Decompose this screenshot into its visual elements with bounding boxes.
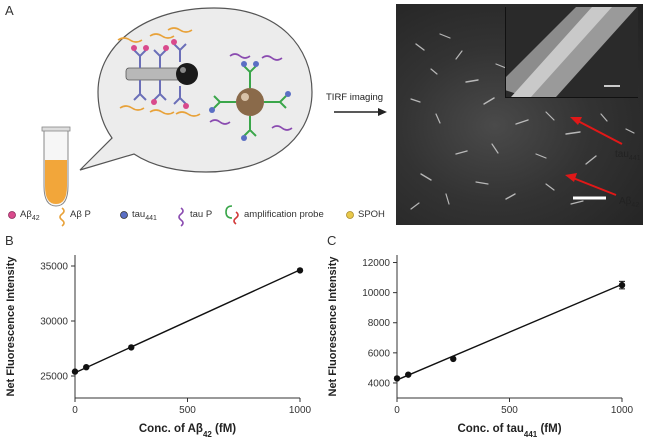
panel-label-c: C — [327, 233, 337, 248]
x-axis-label-unit: (fM) — [537, 423, 561, 435]
tau-arrow-icon — [570, 117, 623, 145]
x-tick-label: 500 — [501, 405, 518, 416]
data-point — [405, 371, 412, 378]
fiber-streaks — [410, 33, 635, 210]
orange-probe-icon — [59, 207, 65, 227]
data-point — [128, 344, 135, 351]
x-axis-label-unit: (fM) — [212, 423, 236, 435]
fit-line — [74, 269, 301, 374]
y-tick-label: 25000 — [40, 372, 68, 383]
sample-tube-icon — [41, 126, 71, 207]
x-axis-label-main: Conc. of tau — [457, 423, 523, 435]
tirf-annotations — [565, 117, 623, 200]
y-tick-label: 30000 — [40, 317, 68, 328]
y-tick-label: 12000 — [362, 258, 390, 269]
x-tick-label: 500 — [179, 405, 196, 416]
legend-item-tau: tau441 — [132, 209, 157, 222]
x-axis-label-main: Conc. of Aβ — [139, 423, 203, 435]
data-point — [71, 368, 79, 375]
y-axis-label: Net Fluorescence Intensity — [5, 256, 17, 397]
data-point — [393, 375, 401, 382]
y-tick-label: 4000 — [368, 378, 391, 389]
legend-item-spoh: SPOH — [358, 209, 385, 220]
green-red-probe-icon — [225, 205, 239, 225]
y-tick-label: 10000 — [362, 288, 390, 299]
x-axis-label: Conc. of Aβ42 (fM) — [139, 423, 236, 439]
y-tick-label: 35000 — [40, 262, 68, 273]
x-axis-label-sub: 42 — [203, 430, 212, 439]
data-point — [450, 355, 457, 363]
y-tick-label: 6000 — [368, 348, 391, 359]
blue-dot-icon — [120, 211, 128, 219]
gold-nanoparticle-icon — [209, 53, 293, 141]
chart-c: 4000 6000 8000 10000 12000 0 500 1000 Net Fluore… — [327, 255, 634, 439]
x-tick-label: 1000 — [611, 405, 634, 416]
sem-fiber-illustration — [506, 7, 637, 97]
yellow-dot-icon — [346, 211, 354, 219]
panel-label-a: A — [5, 3, 14, 18]
legend-icons — [8, 205, 354, 227]
x-tick-label: 0 — [394, 405, 400, 416]
data-point — [296, 267, 304, 274]
x-tick-label: 1000 — [289, 405, 312, 416]
chart-b: 25000 30000 35000 0 500 1000 Net Fluorescence … — [5, 255, 312, 439]
fit-line — [396, 283, 623, 381]
legend-item-abeta: Aβ42 — [20, 209, 40, 222]
legend-item-amplification-probe: amplification probe — [244, 209, 324, 220]
legend-item-abeta-probe: Aβ P — [70, 209, 91, 220]
data-point — [83, 364, 90, 371]
x-axis-label-sub: 441 — [524, 430, 538, 439]
data-point — [618, 281, 626, 289]
pink-dot-icon — [8, 211, 16, 219]
x-axis-label: Conc. of tau441 (fM) — [457, 423, 561, 439]
tau-annotation: tau441 — [615, 149, 641, 162]
nanorod-probe-icon — [117, 27, 201, 117]
abeta-arrow-icon — [565, 173, 617, 196]
purple-probe-icon — [178, 207, 184, 227]
panel-label-b: B — [5, 233, 14, 248]
schematic-illustration — [41, 7, 387, 207]
speech-bubble — [79, 7, 313, 173]
y-axis-label: Net Fluorescence Intensity — [327, 256, 339, 397]
sem-inset-image — [505, 7, 638, 98]
abeta-annotation: Aβ42 — [619, 196, 640, 209]
tirf-arrow-label: TIRF imaging — [326, 92, 384, 103]
legend-item-tau-probe: tau P — [190, 209, 213, 220]
y-tick-label: 8000 — [368, 318, 391, 329]
tirf-arrow-icon — [334, 108, 387, 116]
x-tick-label: 0 — [72, 405, 78, 416]
